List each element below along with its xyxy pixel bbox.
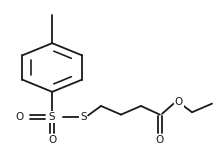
Text: O: O (48, 135, 56, 145)
Text: O: O (15, 112, 24, 122)
Text: O: O (156, 135, 164, 145)
Text: O: O (174, 97, 183, 107)
Text: S: S (49, 112, 56, 122)
Text: S: S (80, 112, 87, 122)
